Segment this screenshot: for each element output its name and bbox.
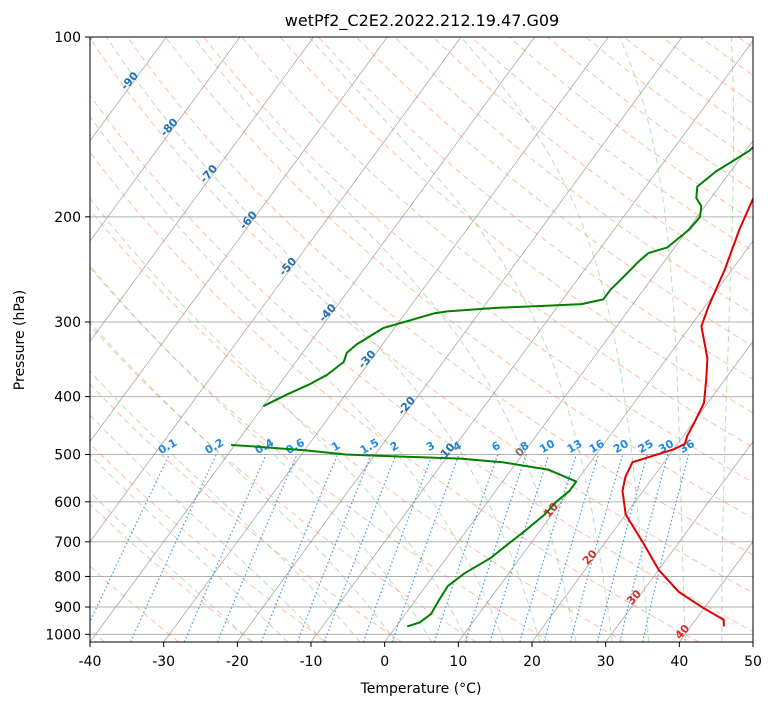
mixing-ratio-line <box>433 454 499 642</box>
y-tick-label: 500 <box>54 448 81 464</box>
isotherm-line <box>384 140 753 642</box>
y-tick-label: 100 <box>54 30 81 46</box>
dry-adiabat-line <box>90 208 625 642</box>
x-tick-label: -10 <box>300 654 323 670</box>
y-tick-label: 1000 <box>45 627 81 643</box>
x-tick-label: 40 <box>670 654 688 670</box>
x-tick-label: 30 <box>597 654 615 670</box>
mixing-ratio-line <box>464 454 527 642</box>
x-axis-ticks: -40 -30 -20 -10 0 10 20 30 40 50 <box>79 642 762 670</box>
dry-adiabat-line <box>317 37 753 380</box>
mixing-ratio-line <box>569 454 624 642</box>
x-tick-label: 50 <box>744 654 762 670</box>
isotherm-line <box>310 39 753 642</box>
mixing-ratio-line <box>391 454 460 642</box>
mixing-ratio-line <box>296 454 372 642</box>
y-tick-label: 800 <box>54 569 81 585</box>
mixing-ratio-line <box>543 454 600 642</box>
dry-adiabat-line <box>279 37 753 414</box>
x-tick-label: 10 <box>449 654 467 670</box>
moist-adiabat-line <box>619 37 686 642</box>
moist-adiabat-line <box>90 264 433 642</box>
mixing-ratio-line <box>90 454 170 623</box>
isotherm-line <box>457 240 753 642</box>
plot-frame <box>89 36 754 643</box>
y-axis-ticks: 100 200 300 400 500 600 700 800 900 1000 <box>45 30 90 643</box>
profile-line <box>231 444 578 628</box>
mixing-ratio-line <box>183 454 267 642</box>
profile-series <box>231 145 753 628</box>
y-tick-label: 700 <box>54 535 81 551</box>
moist-adiabat-line <box>90 321 397 642</box>
x-axis-label: Temperature (°C) <box>360 681 482 697</box>
isotherm-line <box>163 37 609 642</box>
x-tick-label: -40 <box>79 654 102 670</box>
x-tick-label: 0 <box>380 654 389 670</box>
profile-line <box>262 145 753 408</box>
moist-adiabat-line <box>193 37 577 642</box>
dry-adiabat-line <box>90 266 551 642</box>
moist-adiabat-line <box>90 454 288 642</box>
isotherm-line <box>90 37 536 642</box>
dry-adiabat-line <box>203 37 753 483</box>
dry-adiabat-line <box>90 442 328 642</box>
isotherm-line <box>605 440 753 642</box>
isotherm-line <box>236 37 683 642</box>
dry-adiabat-line <box>356 37 753 347</box>
isotherm-line <box>90 37 315 343</box>
y-tick-label: 400 <box>54 390 81 406</box>
y-axis-label: Pressure (hPa) <box>12 290 28 390</box>
mixing-ratio-line <box>519 454 577 642</box>
mixing-ratio-line <box>260 454 339 642</box>
dry-adiabat-line <box>90 151 700 642</box>
isotherm-line <box>90 37 388 443</box>
y-tick-label: 300 <box>54 315 81 331</box>
moist-adiabat-line <box>308 37 613 642</box>
moist-adiabat-line <box>90 115 505 642</box>
y-tick-label: 200 <box>54 210 81 226</box>
moist-adiabat-line <box>460 37 650 642</box>
moist-adiabat-line <box>90 491 252 642</box>
mixing-ratio-line <box>323 454 397 642</box>
mixing-ratio-line <box>362 454 433 642</box>
profile-line <box>621 196 753 627</box>
dry-adiabat-line <box>241 37 753 448</box>
moist-adiabat-line <box>721 37 735 642</box>
isotherm-line <box>90 37 167 142</box>
mixing-ratio-line <box>130 454 217 642</box>
x-tick-label: 20 <box>523 654 541 670</box>
y-tick-label: 900 <box>54 600 81 616</box>
chart-title: wetPf2_C2E2.2022.212.19.47.G09 <box>285 11 559 31</box>
moist-adiabat-line <box>105 37 541 642</box>
moist-adiabat-line <box>90 197 469 642</box>
mixing-ratio-line <box>489 454 550 642</box>
isotherm-line <box>90 37 241 242</box>
mixing-ratio-line <box>216 454 298 642</box>
y-tick-label: 600 <box>54 495 81 511</box>
x-tick-label: -30 <box>152 654 175 670</box>
x-tick-label: -20 <box>226 654 249 670</box>
isotherm-line <box>531 340 753 642</box>
moist-adiabat-line <box>90 370 361 642</box>
background-lines <box>90 37 753 642</box>
mixing-ratio-line <box>642 454 690 642</box>
